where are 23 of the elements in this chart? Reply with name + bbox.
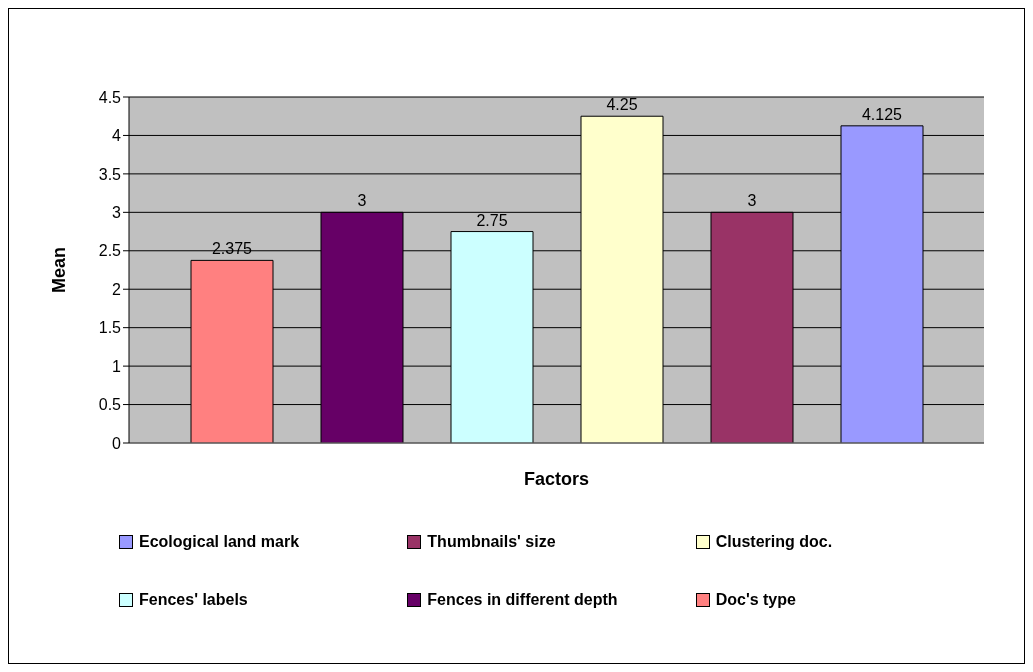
y-tick-label: 0 <box>112 434 122 452</box>
legend-label: Doc's type <box>715 591 796 609</box>
data-label: 3 <box>357 192 367 210</box>
y-tick-label: 1.5 <box>98 319 122 337</box>
legend-label: Ecological land mark <box>139 533 300 551</box>
legend-label: Thumbnails' size <box>427 533 556 551</box>
data-label: 2.75 <box>476 211 508 229</box>
y-axis-title: Mean <box>49 246 70 294</box>
y-tick-label: 0.5 <box>98 396 122 414</box>
data-label: 3 <box>747 192 757 210</box>
y-tick-label: 3.5 <box>98 165 122 183</box>
legend-label: Clustering doc. <box>715 533 833 551</box>
x-axis-title: Factors <box>523 469 590 489</box>
y-tick-label: 4 <box>112 127 122 145</box>
data-label: 4.25 <box>606 96 638 114</box>
y-tick-label: 2.5 <box>98 242 122 260</box>
data-label: 4.125 <box>861 105 903 123</box>
y-tick-label: 3 <box>112 204 122 222</box>
legend-label: Fences in different depth <box>427 591 618 609</box>
y-tick-label: 2 <box>112 280 122 298</box>
legend-label: Fences' labels <box>139 591 248 609</box>
y-tick-label: 4.5 <box>98 88 122 106</box>
y-tick-label: 1 <box>112 357 122 375</box>
